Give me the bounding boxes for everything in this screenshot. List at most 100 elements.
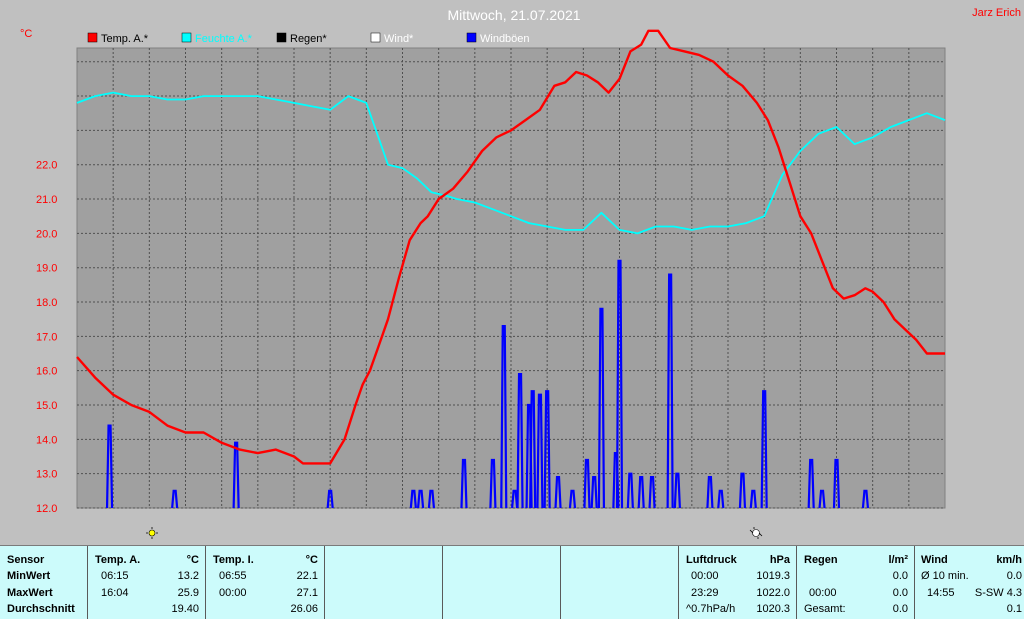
gust-spike — [749, 489, 757, 509]
temp-a-avg: 19.40 — [171, 603, 199, 615]
gust-spike — [807, 458, 815, 509]
row-label-max: MaxWert — [7, 587, 53, 599]
gust-spike — [568, 489, 577, 509]
gust-spike — [427, 489, 436, 509]
regen-unit: l/m² — [888, 554, 908, 566]
feuchte-line — [76, 91, 946, 235]
wind-header: Wind — [921, 554, 948, 566]
legend-label: Feuchte A.* — [195, 33, 253, 45]
gust-spike — [590, 476, 598, 509]
temp-i-column: Temp. I. °C 06:55 22.1 00:00 27.1 26.06 — [205, 546, 324, 619]
y-tick-label: 20.0 — [36, 228, 57, 240]
legend-label: Regen* — [290, 33, 327, 45]
gust-spike — [171, 489, 179, 509]
temp-i-min-val: 22.1 — [296, 570, 318, 582]
temp-i-max-val: 27.1 — [296, 587, 318, 599]
moon-icon — [749, 527, 763, 539]
gust-spike — [232, 441, 240, 509]
luftdruck-avg: 1020.3 — [756, 603, 790, 615]
luftdruck-header: Luftdruck — [686, 554, 737, 566]
y-tick-label: 12.0 — [36, 503, 57, 515]
wind-avg: 0.1 — [1006, 603, 1022, 615]
regen-total-label: Gesamt: — [804, 603, 846, 615]
y-tick-label: 16.0 — [36, 366, 57, 378]
gust-spike — [738, 472, 747, 509]
sensor-header: Sensor — [7, 554, 45, 566]
luftdruck-min-val: 1019.3 — [756, 570, 790, 582]
empty-column-3 — [560, 546, 678, 619]
author-label: Jarz Erich — [972, 7, 1021, 19]
grid — [77, 48, 945, 509]
chart-title: Mittwoch, 21.07.2021 — [447, 7, 580, 23]
gust-spike — [500, 324, 508, 509]
luftdruck-max-val: 1022.0 — [756, 587, 790, 599]
gust-spike — [489, 458, 497, 509]
gust-spike — [818, 489, 826, 509]
wind-10min-val: 0.0 — [1006, 570, 1022, 582]
wind-unit: km/h — [996, 554, 1022, 566]
temp-i-unit: °C — [305, 554, 318, 566]
legend-label: Wind* — [384, 33, 414, 45]
gust-spike — [416, 489, 425, 509]
legend-label: Temp. A.* — [101, 33, 149, 45]
regen-max-val: 0.0 — [892, 587, 908, 599]
temp-i-header: Temp. I. — [213, 554, 254, 566]
legend-swatch — [370, 32, 381, 43]
gust-spike — [536, 393, 544, 509]
gust-spike — [516, 373, 524, 509]
temp-i-min-time: 06:55 — [219, 570, 247, 582]
legend: Temp. A.* Feuchte A.* Regen* Wind* Windböen — [87, 32, 530, 45]
regen-total: 0.0 — [892, 603, 908, 615]
temp-a-max-val: 25.9 — [177, 587, 199, 599]
row-label-min: MinWert — [7, 570, 51, 582]
gust-spike — [511, 489, 519, 509]
gust-spike — [597, 307, 606, 509]
row-label-avg: Durchschnitt — [7, 603, 75, 615]
empty-column-1 — [324, 546, 442, 619]
temp-line — [76, 29, 945, 465]
y-tick-label: 21.0 — [36, 194, 57, 206]
gust-spike — [861, 489, 870, 509]
gust-spike — [583, 458, 591, 509]
luftdruck-min-time: 00:00 — [691, 570, 719, 582]
legend-label: Windböen — [480, 33, 530, 45]
y-unit-label: °C — [20, 28, 32, 40]
wind-max-val: S-SW 4.3 — [974, 587, 1022, 599]
gust-spike — [637, 476, 645, 509]
gust-spike — [554, 476, 562, 509]
gust-spike — [832, 458, 841, 509]
empty-column-2 — [442, 546, 560, 619]
regen-header: Regen — [804, 554, 838, 566]
series-layer — [76, 29, 946, 509]
y-axis: 12.0 13.0 14.0 15.0 16.0 17.0 18.0 19.0 20.0 21.0… — [36, 160, 57, 515]
y-tick-label: 17.0 — [36, 331, 57, 343]
temp-a-unit: °C — [186, 554, 199, 566]
y-tick-label: 22.0 — [36, 160, 57, 172]
gust-spike — [666, 273, 674, 509]
legend-swatch — [87, 32, 98, 43]
gust-spike — [760, 390, 768, 509]
temp-a-header: Temp. A. — [95, 554, 141, 566]
sun-icon — [146, 527, 158, 539]
temp-a-column: Temp. A. °C 06:15 13.2 16:04 25.9 19.40 — [87, 546, 205, 619]
legend-swatch — [466, 32, 477, 43]
gust-spike — [615, 259, 624, 509]
gust-spike — [673, 472, 681, 509]
regen-min-val: 0.0 — [892, 570, 908, 582]
temp-a-max-time: 16:04 — [101, 587, 129, 599]
wind-column: Wind km/h Ø 10 min. 0.0 14:55 S-SW 4.3 0… — [914, 546, 1024, 619]
gust-spike — [706, 476, 714, 509]
temp-i-max-time: 00:00 — [219, 587, 247, 599]
luftdruck-unit: hPa — [769, 554, 790, 566]
y-tick-label: 19.0 — [36, 263, 57, 275]
gust-spike — [543, 390, 551, 509]
luftdruck-column: Luftdruck hPa 00:00 1019.3 23:29 1022.0 … — [678, 546, 796, 619]
wind-max-time: 14:55 — [927, 587, 955, 599]
gust-spike — [648, 476, 656, 509]
regen-column: Regen l/m² 0.0 00:00 0.0 Gesamt: 0.0 — [796, 546, 914, 619]
temp-i-avg: 26.06 — [290, 603, 318, 615]
y-tick-label: 14.0 — [36, 434, 57, 446]
legend-swatch — [181, 32, 192, 43]
luftdruck-max-time: 23:29 — [691, 587, 719, 599]
gust-spike — [409, 489, 417, 509]
